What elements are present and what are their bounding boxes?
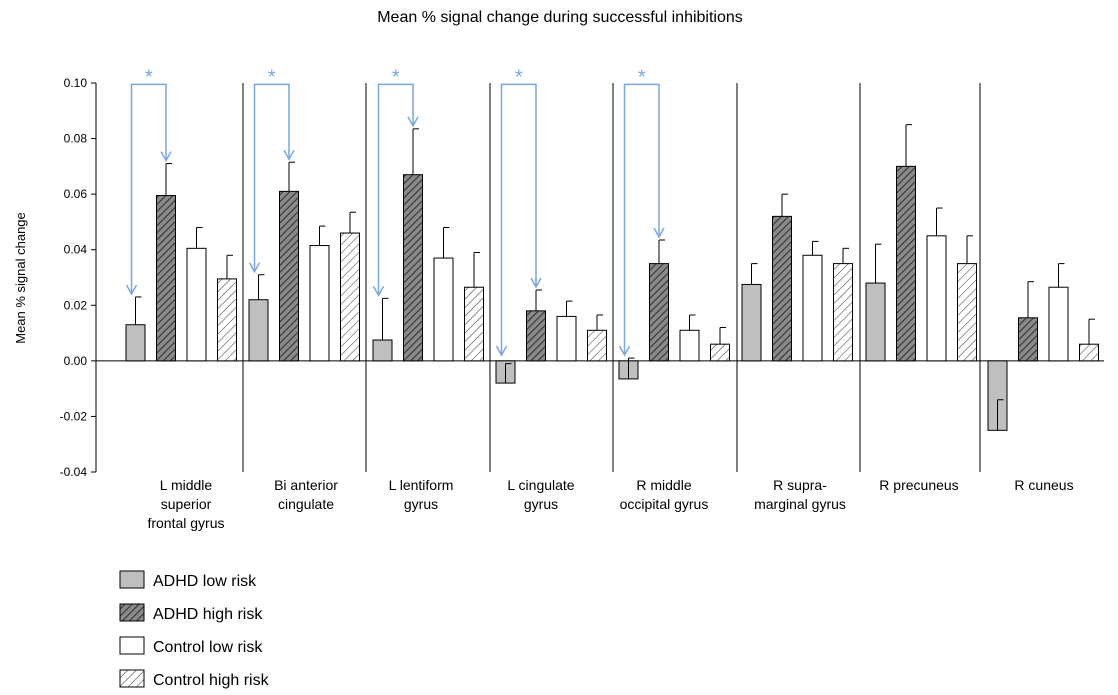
bar — [679, 329, 700, 362]
significance-bracket — [623, 83, 660, 356]
bar — [772, 215, 792, 362]
significance-bracket — [377, 83, 414, 296]
arrow-head — [407, 116, 419, 128]
category-label: L lentiform gyrus — [389, 477, 454, 512]
legend-label: Control low risk — [153, 639, 263, 656]
significance-star: * — [268, 66, 276, 88]
y-axis-label: Mean % signal change — [13, 212, 28, 344]
bar — [926, 235, 947, 362]
bar — [587, 329, 607, 362]
significance-star: * — [145, 66, 153, 88]
legend-label: ADHD low risk — [153, 573, 257, 590]
bar — [156, 195, 176, 362]
bar — [649, 263, 669, 362]
bar — [1048, 286, 1069, 362]
chart-title: Mean % signal change during successful i… — [377, 9, 743, 26]
significance-star: * — [515, 66, 523, 88]
legend-swatch — [119, 669, 145, 688]
bar — [802, 254, 823, 362]
bar — [1018, 317, 1038, 362]
arrow-head — [283, 149, 295, 161]
category-label: R precuneus — [879, 477, 958, 493]
bar — [896, 165, 916, 362]
bar — [248, 299, 269, 362]
category-label: R middle occipital gyrus — [620, 477, 709, 512]
bar — [403, 174, 423, 362]
y-tick-label: 0.04 — [64, 243, 88, 257]
y-tick-label: -0.04 — [60, 465, 88, 479]
y-tick-label: 0.02 — [64, 298, 88, 312]
bar — [1079, 343, 1099, 362]
bar — [741, 283, 762, 362]
legend-swatch — [119, 636, 145, 655]
arrow-head — [372, 285, 385, 297]
arrow-head — [248, 262, 261, 274]
y-tick-label: 0.08 — [64, 132, 88, 146]
arrow-head — [530, 277, 542, 289]
bar — [957, 263, 977, 362]
significance-bracket — [500, 83, 537, 356]
legend-label: Control high risk — [153, 672, 270, 689]
bar — [433, 257, 454, 362]
y-tick-label: 0.06 — [64, 187, 88, 201]
bar — [186, 247, 207, 362]
significance-star: * — [392, 66, 400, 88]
category-label: L cingulate gyrus — [507, 477, 574, 512]
y-tick-label: 0.00 — [64, 354, 88, 368]
legend-label: ADHD high risk — [153, 606, 263, 623]
legend-swatch — [119, 570, 145, 589]
arrow-head — [125, 284, 138, 296]
y-tick-label: -0.02 — [60, 409, 88, 423]
bar — [833, 263, 853, 362]
arrow-head — [618, 345, 631, 357]
bar — [217, 278, 237, 362]
category-label: R supra-marginal gyrus — [754, 477, 846, 512]
arrow-head — [160, 151, 172, 163]
bar — [125, 324, 146, 362]
category-label: L middle superior frontal gyrus — [147, 477, 224, 531]
bar — [865, 282, 886, 362]
bar — [309, 245, 330, 362]
legend-swatch — [119, 603, 145, 622]
significance-bracket — [253, 83, 290, 272]
arrow-head — [495, 345, 508, 357]
significance-bracket — [130, 83, 167, 294]
plot-area: 0.10 0.08 0.06 0.04 0.02 0.00 -0.02 -0.04 L midd… — [60, 66, 1104, 531]
legend: ADHD low risk ADHD high risk Control low r… — [119, 570, 270, 689]
arrow-head — [653, 227, 665, 239]
category-label: R cuneus — [1014, 477, 1073, 493]
bar — [464, 286, 484, 362]
bar — [556, 315, 577, 362]
y-tick-label: 0.10 — [64, 76, 88, 90]
category-label: Bi anterior cingulate — [274, 477, 338, 512]
bar — [526, 310, 546, 362]
bar — [279, 190, 299, 362]
bar — [340, 232, 360, 362]
bar — [372, 339, 393, 362]
significance-star: * — [638, 66, 646, 88]
bar — [710, 343, 730, 362]
